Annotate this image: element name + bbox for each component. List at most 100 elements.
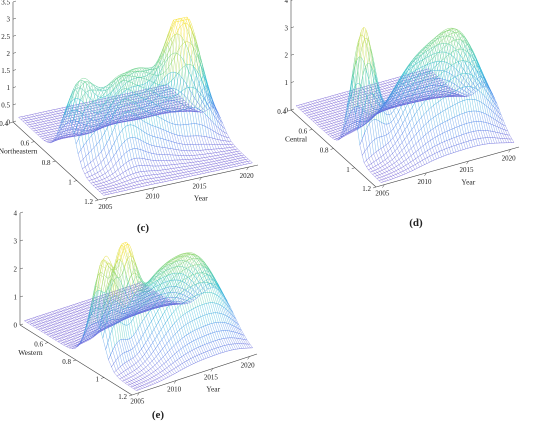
z-tick-label: 2 — [7, 50, 11, 58]
y-axis-label: Western — [18, 348, 43, 357]
z-tick — [12, 17, 17, 20]
y-tick-label: 0.6 — [21, 140, 30, 148]
z-tick — [19, 295, 24, 298]
z-tick-label: 3 — [285, 24, 289, 32]
z-tick — [19, 211, 24, 214]
surface-panel-c: 0 0.5 1 1.5 2 2.5 3 3.5 2005 2010 2015 2020 0.4 0.6 0.… — [0, 0, 259, 234]
x-tick-label: 2010 — [417, 178, 432, 186]
surface-mesh — [295, 27, 515, 183]
y-tick — [94, 199, 99, 202]
y-axis-label: Central — [285, 134, 307, 143]
y-tick — [309, 129, 313, 131]
y-tick-label: 0.4 — [277, 108, 286, 116]
x-tick — [382, 184, 385, 188]
x-tick — [246, 166, 249, 171]
x-tick — [466, 160, 469, 165]
surface-mesh — [24, 241, 253, 391]
x-axis — [97, 164, 259, 201]
x-tick-label: 2015 — [204, 373, 219, 381]
y-tick-label: 0.6 — [34, 341, 43, 349]
x-tick — [210, 368, 214, 372]
z-tick — [290, 26, 295, 29]
z-tick-label: 4 — [285, 0, 289, 5]
z-tick-label: 2 — [285, 52, 289, 60]
x-tick-label: 2015 — [460, 166, 475, 174]
x-axis-label: Year — [206, 385, 220, 394]
y-tick-label: 1 — [96, 376, 100, 384]
panel-label: (d) — [409, 217, 423, 229]
x-axis — [131, 353, 258, 396]
z-tick — [19, 267, 24, 270]
y-axis-label: Northeastern — [0, 147, 38, 156]
y-tick-label: 0.6 — [299, 127, 308, 135]
y-tick — [100, 377, 105, 379]
y-tick-label: 0.4 — [0, 120, 9, 128]
y-tick-label: 1.2 — [84, 198, 93, 206]
x-axis-label: Year — [194, 193, 208, 202]
z-tick-label: 1 — [14, 294, 18, 302]
panel-label: (c) — [137, 222, 150, 234]
x-tick-label: 2020 — [241, 361, 256, 369]
z-tick-label: 3.5 — [1, 0, 10, 7]
z-tick-label: 2 — [14, 266, 18, 274]
y-tick-label: 1.2 — [362, 185, 371, 193]
z-tick-label: 4 — [14, 210, 18, 218]
z-tick-label: 1 — [7, 84, 11, 92]
x-tick — [105, 197, 108, 202]
z-tick-label: 0 — [14, 322, 18, 330]
x-axis-label: Year — [461, 177, 475, 186]
y-tick — [287, 109, 292, 112]
y-tick — [72, 359, 77, 362]
y-tick-label: 0.8 — [42, 159, 51, 167]
y-tick — [44, 342, 49, 344]
surface-mesh — [18, 16, 253, 196]
x-tick — [199, 177, 202, 181]
x-tick-label: 2015 — [193, 182, 208, 190]
x-tick-label: 2005 — [130, 398, 145, 406]
z-tick-label: 1.5 — [1, 67, 10, 75]
z-tick — [290, 108, 295, 111]
x-tick-label: 2020 — [240, 172, 255, 180]
z-tick — [12, 69, 17, 71]
x-tick-label: 2020 — [502, 154, 517, 162]
x-tick — [152, 187, 155, 191]
panel-label: (e) — [152, 409, 165, 421]
x-tick-label: 2005 — [98, 203, 113, 211]
y-tick-label: 1 — [68, 179, 72, 187]
y-tick-label: 1 — [346, 166, 350, 174]
y-tick — [52, 160, 56, 163]
surface-panel-e: 0 1 2 3 4 2005 2010 2015 2020 0.6 0.8 1 1.2 Year Weste… — [14, 210, 258, 421]
z-tick — [290, 53, 295, 56]
z-tick-label: 0.5 — [1, 101, 10, 109]
y-tick — [372, 186, 377, 189]
y-tick — [31, 141, 35, 143]
y-tick-label: 0.8 — [62, 358, 71, 366]
z-tick — [12, 120, 17, 123]
y-tick-label: 1.2 — [118, 393, 127, 401]
z-tick-label: 0 — [285, 107, 289, 115]
z-tick — [12, 103, 17, 106]
z-tick — [19, 323, 24, 326]
z-tick — [12, 52, 17, 54]
x-tick-label: 2010 — [145, 193, 160, 201]
z-tick-label: 3 — [7, 16, 11, 24]
y-tick — [9, 121, 14, 124]
z-tick — [12, 86, 17, 88]
surface-panel-d: 01234520052010201520200.40.60.811.2YearC… — [277, 0, 520, 229]
y-tick — [73, 180, 77, 182]
x-tick — [508, 149, 511, 153]
z-tick-label: 2.5 — [1, 33, 10, 41]
x-tick — [424, 172, 427, 177]
z-tick — [12, 35, 17, 37]
x-tick — [137, 392, 140, 396]
x-tick-label: 2005 — [375, 190, 390, 198]
x-axis — [375, 146, 520, 188]
x-tick — [173, 380, 177, 384]
z-tick — [12, 0, 17, 3]
z-tick — [290, 81, 295, 83]
y-tick — [330, 148, 334, 150]
y-tick-label: 0.8 — [320, 147, 329, 155]
y-tick — [128, 394, 133, 397]
x-tick-label: 2010 — [167, 386, 182, 394]
